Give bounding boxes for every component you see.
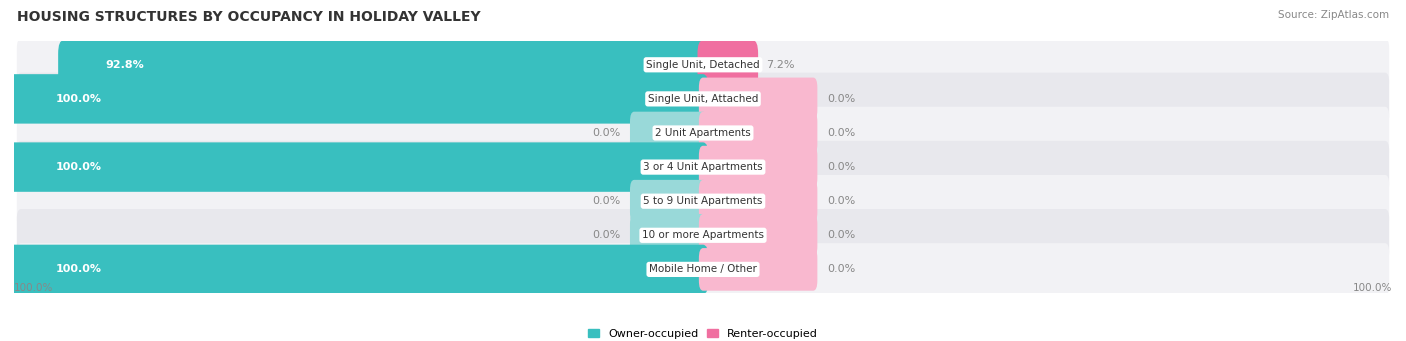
FancyBboxPatch shape — [17, 175, 1389, 227]
FancyBboxPatch shape — [17, 73, 1389, 125]
FancyBboxPatch shape — [699, 180, 817, 223]
Legend: Owner-occupied, Renter-occupied: Owner-occupied, Renter-occupied — [583, 324, 823, 341]
Text: 0.0%: 0.0% — [592, 128, 620, 138]
FancyBboxPatch shape — [699, 112, 817, 154]
Text: 100.0%: 100.0% — [55, 264, 101, 275]
Text: 2 Unit Apartments: 2 Unit Apartments — [655, 128, 751, 138]
FancyBboxPatch shape — [630, 214, 707, 257]
FancyBboxPatch shape — [8, 143, 709, 192]
FancyBboxPatch shape — [17, 141, 1389, 193]
FancyBboxPatch shape — [17, 243, 1389, 296]
Text: 0.0%: 0.0% — [827, 230, 855, 240]
FancyBboxPatch shape — [699, 248, 817, 291]
Text: HOUSING STRUCTURES BY OCCUPANCY IN HOLIDAY VALLEY: HOUSING STRUCTURES BY OCCUPANCY IN HOLID… — [17, 10, 481, 24]
FancyBboxPatch shape — [630, 180, 707, 223]
FancyBboxPatch shape — [697, 40, 758, 90]
Text: 3 or 4 Unit Apartments: 3 or 4 Unit Apartments — [643, 162, 763, 172]
Text: Source: ZipAtlas.com: Source: ZipAtlas.com — [1278, 10, 1389, 20]
Text: 0.0%: 0.0% — [827, 196, 855, 206]
FancyBboxPatch shape — [699, 78, 817, 120]
Text: Mobile Home / Other: Mobile Home / Other — [650, 264, 756, 275]
Text: 0.0%: 0.0% — [827, 128, 855, 138]
Text: 100.0%: 100.0% — [14, 283, 53, 293]
Text: Single Unit, Detached: Single Unit, Detached — [647, 60, 759, 70]
Text: 100.0%: 100.0% — [55, 162, 101, 172]
Text: 0.0%: 0.0% — [827, 162, 855, 172]
FancyBboxPatch shape — [17, 107, 1389, 159]
FancyBboxPatch shape — [8, 245, 709, 294]
Text: 0.0%: 0.0% — [592, 230, 620, 240]
Text: 0.0%: 0.0% — [592, 196, 620, 206]
Text: 92.8%: 92.8% — [105, 60, 143, 70]
Text: 0.0%: 0.0% — [827, 264, 855, 275]
Text: 100.0%: 100.0% — [1353, 283, 1392, 293]
FancyBboxPatch shape — [8, 74, 709, 124]
FancyBboxPatch shape — [699, 214, 817, 257]
Text: Single Unit, Attached: Single Unit, Attached — [648, 94, 758, 104]
FancyBboxPatch shape — [630, 112, 707, 154]
Text: 0.0%: 0.0% — [827, 94, 855, 104]
FancyBboxPatch shape — [17, 209, 1389, 262]
FancyBboxPatch shape — [58, 40, 709, 90]
Text: 5 to 9 Unit Apartments: 5 to 9 Unit Apartments — [644, 196, 762, 206]
FancyBboxPatch shape — [699, 146, 817, 189]
Text: 100.0%: 100.0% — [55, 94, 101, 104]
FancyBboxPatch shape — [17, 39, 1389, 91]
Text: 10 or more Apartments: 10 or more Apartments — [643, 230, 763, 240]
Text: 7.2%: 7.2% — [766, 60, 794, 70]
